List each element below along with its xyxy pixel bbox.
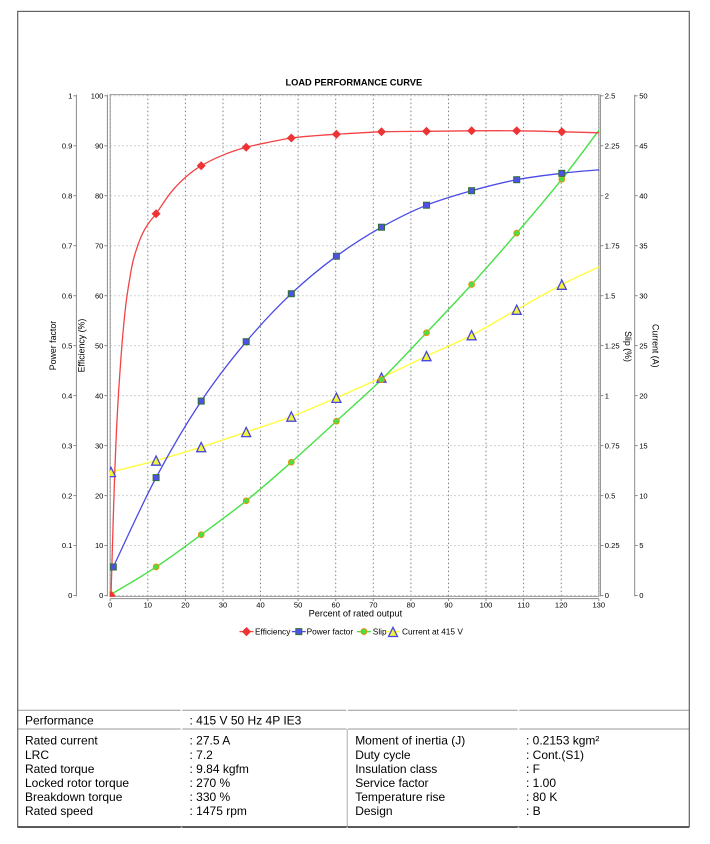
svg-text:Power factor: Power factor [307, 626, 354, 636]
svg-text:Current (A): Current (A) [651, 324, 661, 368]
svg-text:: 1.00: : 1.00 [526, 776, 556, 790]
svg-text:: 330 %: : 330 % [190, 790, 231, 804]
svg-text:0: 0 [68, 591, 72, 600]
svg-text:0.9: 0.9 [62, 142, 73, 151]
svg-text:Efficiency (%): Efficiency (%) [76, 319, 86, 373]
svg-text:: 0.2153 kgm²: : 0.2153 kgm² [526, 734, 599, 748]
svg-text:0.3: 0.3 [62, 441, 73, 450]
svg-text:0: 0 [99, 591, 103, 600]
svg-text:0.4: 0.4 [62, 391, 73, 400]
svg-text:10: 10 [95, 541, 103, 550]
svg-text:Insulation class: Insulation class [355, 762, 437, 776]
svg-text:: 80 K: : 80 K [526, 790, 557, 804]
svg-text:: 7.2: : 7.2 [190, 748, 214, 762]
svg-text:: 270 %: : 270 % [190, 776, 231, 790]
svg-text:Design: Design [355, 804, 392, 818]
svg-text:70: 70 [369, 600, 377, 609]
svg-text:Service factor: Service factor [355, 776, 428, 790]
svg-text:: 415 V 50 Hz 4P IE3: : 415 V 50 Hz 4P IE3 [190, 713, 302, 727]
svg-text:30: 30 [639, 291, 647, 300]
svg-text:80: 80 [95, 191, 103, 200]
svg-text:20: 20 [181, 600, 189, 609]
svg-text:0: 0 [108, 600, 112, 609]
svg-text:5: 5 [639, 541, 643, 550]
svg-text:: Cont.(S1): : Cont.(S1) [526, 748, 584, 762]
svg-text:120: 120 [555, 600, 568, 609]
svg-text:50: 50 [294, 600, 302, 609]
svg-text:1.75: 1.75 [605, 241, 620, 250]
svg-text:60: 60 [95, 291, 103, 300]
svg-text:Breakdown torque: Breakdown torque [25, 790, 123, 804]
svg-text:Rated speed: Rated speed [25, 804, 93, 818]
svg-text:LOAD PERFORMANCE CURVE: LOAD PERFORMANCE CURVE [285, 78, 422, 88]
svg-text:LRC: LRC [25, 748, 49, 762]
svg-text:0.5: 0.5 [605, 491, 616, 500]
svg-text:Current at 415 V: Current at 415 V [402, 626, 463, 636]
svg-text:90: 90 [95, 142, 103, 151]
svg-text:Performance: Performance [25, 713, 94, 727]
svg-text:2.5: 2.5 [605, 92, 616, 101]
svg-text:1: 1 [68, 92, 72, 101]
svg-text:60: 60 [331, 600, 339, 609]
svg-text:: 1475 rpm: : 1475 rpm [190, 804, 247, 818]
svg-text:Slip (%): Slip (%) [623, 331, 633, 362]
svg-text:25: 25 [639, 341, 647, 350]
svg-text:0.5: 0.5 [62, 341, 73, 350]
svg-text:Temperature rise: Temperature rise [355, 790, 445, 804]
svg-text:1: 1 [605, 391, 609, 400]
svg-text:30: 30 [219, 600, 227, 609]
svg-text:Percent of rated output: Percent of rated output [309, 609, 403, 619]
svg-text:Rated torque: Rated torque [25, 762, 95, 776]
svg-text:0.75: 0.75 [605, 441, 620, 450]
svg-text:100: 100 [480, 600, 493, 609]
svg-text:: F: : F [526, 762, 540, 776]
svg-text:: 9.84 kgfm: : 9.84 kgfm [190, 762, 249, 776]
svg-text:10: 10 [639, 491, 647, 500]
svg-text:40: 40 [639, 191, 647, 200]
svg-text:100: 100 [91, 92, 104, 101]
svg-text:45: 45 [639, 142, 647, 151]
svg-text:50: 50 [95, 341, 103, 350]
svg-text:0.7: 0.7 [62, 241, 73, 250]
svg-text:40: 40 [95, 391, 103, 400]
svg-text:15: 15 [639, 441, 647, 450]
svg-text:1.5: 1.5 [605, 291, 616, 300]
svg-text:2.25: 2.25 [605, 142, 620, 151]
svg-text:90: 90 [444, 600, 452, 609]
svg-text:: 27.5 A: : 27.5 A [190, 734, 231, 748]
svg-text:80: 80 [407, 600, 415, 609]
svg-text:0: 0 [639, 591, 643, 600]
svg-text:70: 70 [95, 241, 103, 250]
svg-text:1.25: 1.25 [605, 341, 620, 350]
svg-text:2: 2 [605, 191, 609, 200]
svg-text:40: 40 [256, 600, 264, 609]
svg-text:110: 110 [518, 600, 530, 609]
svg-text:0.2: 0.2 [62, 491, 73, 500]
svg-text:0.8: 0.8 [62, 191, 73, 200]
svg-text:20: 20 [95, 491, 103, 500]
svg-text:0.1: 0.1 [62, 541, 73, 550]
svg-text:0.25: 0.25 [605, 541, 620, 550]
svg-text:Duty cycle: Duty cycle [355, 748, 411, 762]
svg-text:Power factor: Power factor [48, 321, 58, 370]
svg-text:130: 130 [592, 600, 605, 609]
svg-text:Efficiency: Efficiency [255, 626, 291, 636]
svg-text:0.6: 0.6 [62, 291, 73, 300]
svg-text:10: 10 [144, 600, 152, 609]
svg-text:20: 20 [639, 391, 647, 400]
svg-text:Locked rotor torque: Locked rotor torque [25, 776, 129, 790]
svg-text:50: 50 [639, 92, 647, 101]
svg-text:Slip: Slip [373, 626, 387, 636]
svg-text:0: 0 [605, 591, 609, 600]
svg-text:: B: : B [526, 804, 541, 818]
svg-text:Moment of inertia (J): Moment of inertia (J) [355, 734, 465, 748]
svg-text:35: 35 [639, 241, 647, 250]
svg-text:30: 30 [95, 441, 103, 450]
svg-text:Rated current: Rated current [25, 734, 98, 748]
